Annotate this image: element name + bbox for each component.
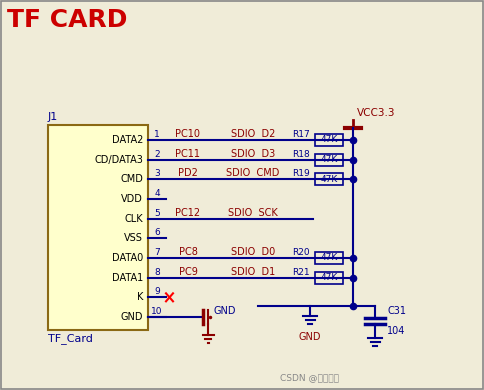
- Text: R19: R19: [292, 169, 310, 178]
- Text: SDIO  CMD: SDIO CMD: [227, 168, 280, 178]
- Text: K: K: [136, 292, 143, 302]
- Text: 5: 5: [154, 209, 160, 218]
- Text: R20: R20: [292, 248, 310, 257]
- Text: R18: R18: [292, 150, 310, 159]
- Text: SDIO  SCK: SDIO SCK: [228, 207, 278, 218]
- Text: GND: GND: [299, 332, 321, 342]
- Text: DATA0: DATA0: [112, 253, 143, 263]
- Text: SDIO  D1: SDIO D1: [231, 267, 275, 277]
- Text: 6: 6: [154, 228, 160, 238]
- Text: C31: C31: [387, 306, 406, 316]
- Text: 9: 9: [154, 287, 160, 296]
- Text: 47K: 47K: [320, 155, 338, 164]
- Text: VSS: VSS: [124, 233, 143, 243]
- Text: DATA1: DATA1: [112, 273, 143, 283]
- Bar: [315, 173, 343, 185]
- Text: CLK: CLK: [124, 214, 143, 224]
- Text: 47K: 47K: [320, 135, 338, 145]
- Text: CSDN @正点原子: CSDN @正点原子: [281, 373, 339, 382]
- Bar: [315, 154, 343, 166]
- Bar: [315, 252, 343, 264]
- Text: 47K: 47K: [320, 175, 338, 184]
- Text: 104: 104: [387, 326, 406, 336]
- Text: DATA2: DATA2: [112, 135, 143, 145]
- Text: 2: 2: [154, 150, 160, 159]
- Text: TF_Card: TF_Card: [48, 333, 93, 344]
- Text: 7: 7: [154, 248, 160, 257]
- Text: 3: 3: [154, 169, 160, 178]
- Text: J1: J1: [48, 112, 58, 122]
- Text: SDIO  D2: SDIO D2: [231, 129, 275, 139]
- Text: SDIO  D3: SDIO D3: [231, 149, 275, 159]
- Text: 1: 1: [154, 130, 160, 139]
- Text: 10: 10: [151, 307, 163, 316]
- Bar: [315, 272, 343, 284]
- Text: PC8: PC8: [179, 247, 197, 257]
- Text: 8: 8: [154, 268, 160, 277]
- Bar: [48, 125, 148, 330]
- Text: PD2: PD2: [178, 168, 198, 178]
- Text: VDD: VDD: [121, 194, 143, 204]
- Text: TF CARD: TF CARD: [7, 8, 127, 32]
- Text: 47K: 47K: [320, 254, 338, 262]
- Text: CD/DATA3: CD/DATA3: [94, 155, 143, 165]
- Text: PC11: PC11: [176, 149, 200, 159]
- Text: SDIO  D0: SDIO D0: [231, 247, 275, 257]
- Bar: [315, 134, 343, 146]
- Text: R17: R17: [292, 130, 310, 139]
- Text: GND: GND: [213, 306, 236, 316]
- Text: CMD: CMD: [120, 174, 143, 184]
- Text: PC9: PC9: [179, 267, 197, 277]
- Text: 4: 4: [154, 189, 160, 198]
- Text: 47K: 47K: [320, 273, 338, 282]
- Text: GND: GND: [121, 312, 143, 322]
- Text: PC12: PC12: [175, 207, 200, 218]
- Text: VCC3.3: VCC3.3: [357, 108, 395, 118]
- Text: R21: R21: [292, 268, 310, 277]
- Text: PC10: PC10: [176, 129, 200, 139]
